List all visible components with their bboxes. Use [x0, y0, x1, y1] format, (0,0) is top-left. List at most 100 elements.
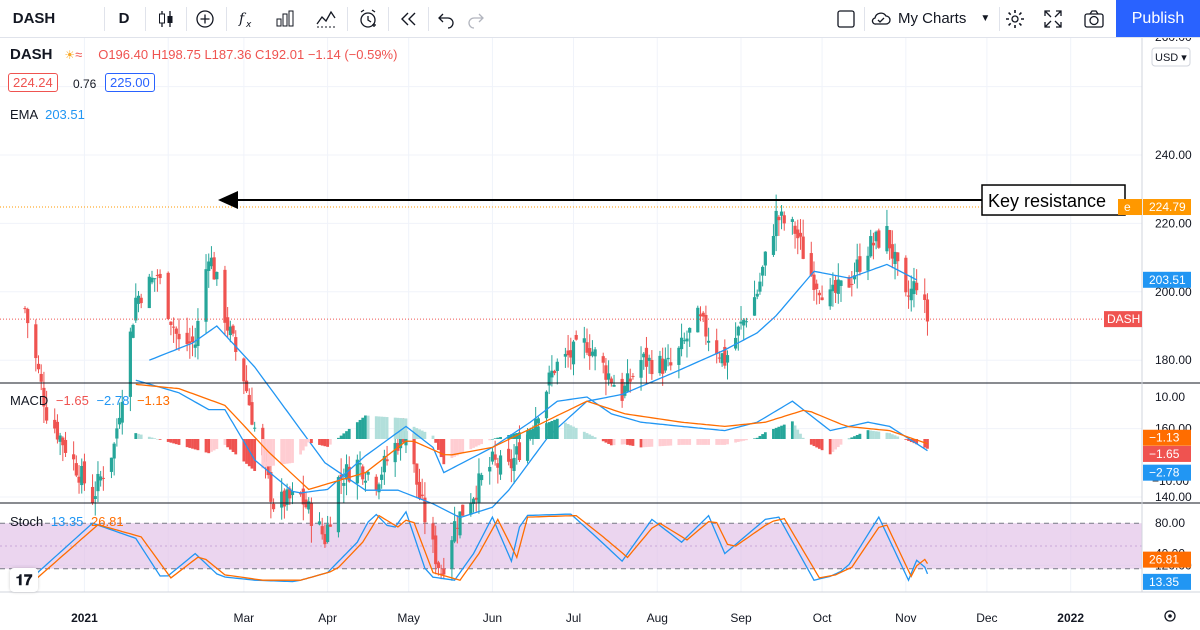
- macd-histogram-bar: [191, 439, 194, 449]
- macd-histogram-bar: [264, 439, 267, 468]
- replay-icon[interactable]: [393, 0, 423, 37]
- macd-histogram-bar: [526, 430, 529, 439]
- candle-body: [336, 477, 341, 533]
- stoch-label: Stoch: [10, 514, 44, 529]
- macd-label: MACD: [10, 393, 49, 408]
- candle-body: [744, 321, 749, 323]
- candle-body: [204, 269, 208, 322]
- candle-body: [890, 244, 894, 259]
- macd-histogram-bar: [358, 419, 362, 439]
- interval-button[interactable]: D: [118, 10, 130, 27]
- macd-histogram-bar: [301, 439, 305, 451]
- my-charts-button[interactable]: My Charts ▼: [870, 0, 994, 37]
- layout-icon[interactable]: [833, 0, 859, 37]
- candle-body: [193, 344, 197, 348]
- macd-histogram-bar: [591, 435, 594, 439]
- macd-histogram-bar: [234, 439, 238, 455]
- price-tick-label: 140.00: [1155, 490, 1192, 504]
- chart-area[interactable]: Key resistance 260.00 USD ▾ 240.00 220.00 20…: [0, 38, 1200, 630]
- macd-histogram-bar: [261, 439, 265, 469]
- candle-body: [223, 269, 227, 323]
- publish-button[interactable]: Publish: [1116, 0, 1200, 37]
- symbol-search-button[interactable]: DASH: [12, 10, 56, 27]
- macd-histogram-bar: [455, 439, 459, 456]
- candle-body: [871, 242, 876, 246]
- tradingview-logo-icon[interactable]: 𝟏𝟕: [10, 568, 38, 592]
- macd-histogram-bar: [572, 426, 575, 439]
- undo-icon[interactable]: [432, 0, 460, 37]
- macd-histogram-bar: [307, 439, 311, 443]
- alert-chart-icon[interactable]: [310, 0, 342, 37]
- ema-label: EMA: [10, 107, 38, 122]
- macd-histogram-bar: [647, 439, 651, 447]
- macd-histogram-bar: [758, 435, 762, 439]
- macd-histogram-bar: [850, 437, 854, 439]
- candle-body: [498, 455, 503, 475]
- macd-histogram-bar: [450, 439, 454, 459]
- candle-body: [715, 340, 719, 355]
- fullscreen-icon[interactable]: [1040, 0, 1066, 37]
- macd-histogram-bar: [680, 439, 683, 445]
- candle-body: [36, 363, 41, 370]
- macd-histogram-bar: [801, 437, 805, 439]
- stoch-legend: Stoch 13.35 26.81: [10, 514, 124, 529]
- candle-body: [128, 331, 132, 397]
- redo-icon[interactable]: [462, 0, 490, 37]
- macd-histogram-bar: [588, 434, 592, 439]
- candle-body: [507, 448, 511, 462]
- candle-body: [793, 225, 797, 234]
- candle-body: [290, 491, 295, 496]
- candle-body: [209, 257, 214, 267]
- toolbar-divider: [145, 7, 146, 31]
- candle-body: [377, 484, 381, 493]
- macd-histogram-bar: [253, 439, 257, 471]
- macd-histogram-bar: [531, 428, 535, 439]
- candle-body: [912, 281, 916, 295]
- candle-body: [207, 261, 211, 271]
- macd-histogram-bar: [799, 433, 802, 439]
- time-axis-label: Jun: [483, 611, 502, 625]
- candle-body: [658, 355, 662, 374]
- macd-histogram-bar: [169, 439, 173, 443]
- candle-body: [588, 348, 592, 357]
- templates-icon[interactable]: [270, 0, 300, 37]
- macd-histogram-bar: [245, 439, 248, 464]
- macd-histogram-bar: [226, 439, 230, 448]
- bid-box[interactable]: 224.24: [8, 73, 58, 92]
- candle-body: [309, 503, 314, 526]
- stoch-k-tag: 13.35: [1149, 575, 1179, 589]
- macd-histogram-bar: [723, 439, 727, 445]
- macd-histogram-bar: [793, 425, 797, 439]
- macd-histogram-bar: [458, 439, 462, 455]
- macd-histogram-bar: [718, 439, 721, 445]
- ema-tag-bg: [1143, 271, 1191, 288]
- candles-icon[interactable]: [152, 0, 180, 37]
- macd-histogram-bar: [210, 439, 213, 452]
- macd-histogram-bar: [374, 416, 378, 439]
- candle-body: [666, 357, 670, 360]
- candle-body: [188, 341, 192, 344]
- settings-gear-icon[interactable]: [1002, 0, 1028, 37]
- macd-histogram-bar: [185, 439, 189, 448]
- macd-histogram-bar: [745, 439, 748, 441]
- candle-body: [642, 353, 646, 358]
- macd-histogram-bar: [682, 439, 686, 445]
- macd-histogram-bar: [663, 439, 667, 446]
- candle-body: [242, 358, 246, 382]
- macd-histogram-bar: [266, 439, 270, 467]
- candle-body: [812, 274, 816, 290]
- ask-box[interactable]: 225.00: [105, 73, 155, 92]
- alert-icon[interactable]: [353, 0, 383, 37]
- camera-icon[interactable]: [1080, 0, 1108, 37]
- candle-body: [139, 297, 143, 304]
- resistance-tag-suffix: e: [1124, 200, 1131, 214]
- add-compare-icon[interactable]: [190, 0, 220, 37]
- macd-legend: MACD −1.65 −2.78 −1.13: [10, 393, 170, 408]
- macd-histogram-bar: [817, 439, 821, 449]
- legend-symbol: DASH: [10, 46, 53, 63]
- candle-body: [112, 443, 116, 459]
- candle-body: [601, 356, 605, 363]
- stoch-tick-label: 80.00: [1155, 516, 1185, 530]
- candle-body: [55, 421, 60, 440]
